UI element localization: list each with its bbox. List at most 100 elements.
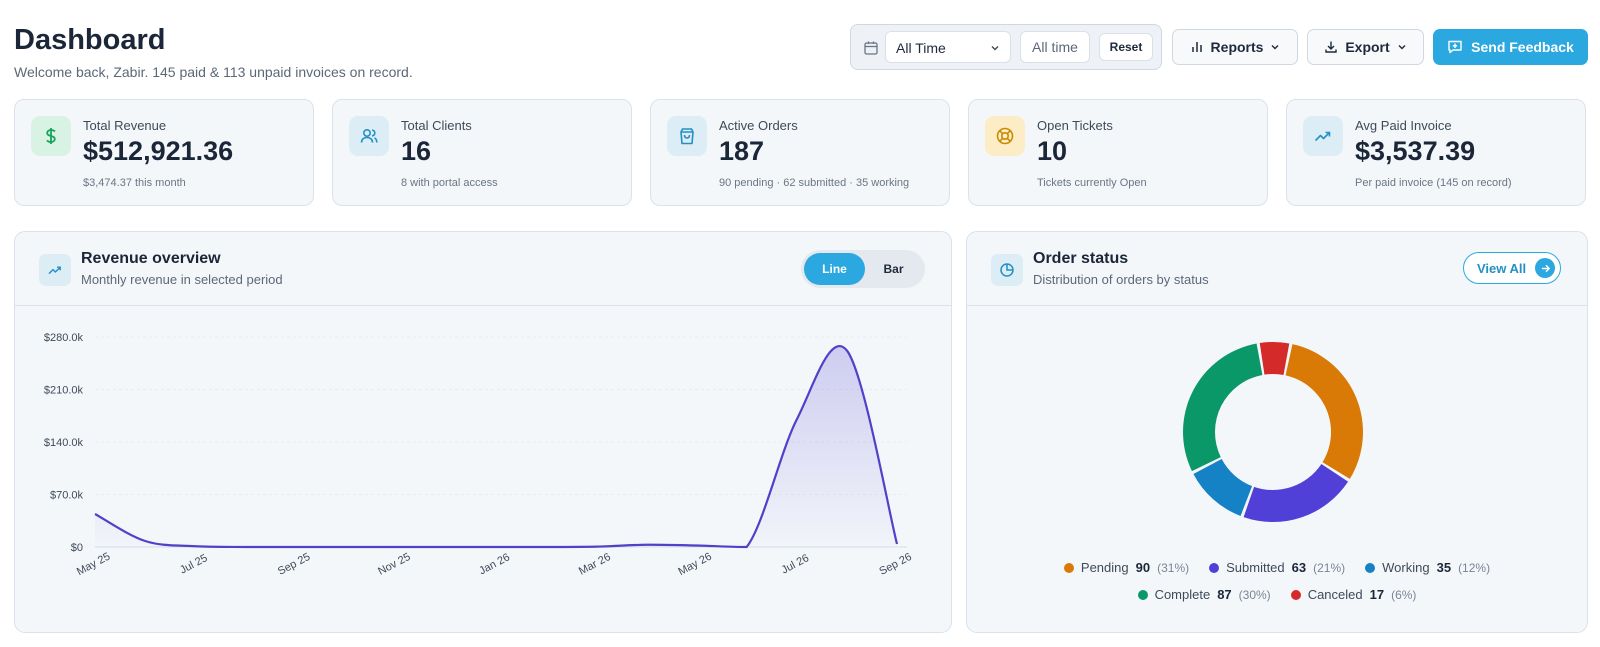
export-button[interactable]: Export <box>1307 29 1424 65</box>
donut-slice-complete[interactable] <box>1183 343 1263 472</box>
revenue-data-point[interactable] <box>892 539 902 549</box>
legend-dot <box>1063 562 1074 573</box>
page-subtitle: Welcome back, Zabir. 145 paid & 113 unpa… <box>14 64 413 80</box>
download-icon <box>1325 41 1338 53</box>
toggle-bar-option[interactable]: Bar <box>883 262 904 276</box>
legend-value: 90 <box>1135 560 1151 575</box>
revenue-data-point[interactable] <box>240 542 250 552</box>
y-tick-label: $140.0k <box>44 437 84 449</box>
legend-label: Submitted <box>1226 560 1285 575</box>
legend-value: 87 <box>1217 587 1232 602</box>
legend-item-canceled: Canceled 17 (6%) <box>1290 587 1417 602</box>
x-tick-label: May 25 <box>75 551 112 579</box>
revenue-data-point[interactable] <box>641 540 651 550</box>
panel-title: Order status <box>1033 250 1129 267</box>
all-time-button[interactable]: All time <box>1020 31 1090 63</box>
revenue-data-point[interactable] <box>491 542 501 552</box>
stat-card-avg-paid-invoice: Avg Paid Invoice $3,537.39 Per paid invo… <box>1286 99 1586 206</box>
stat-subtext: $3,474.37 this month <box>83 177 186 189</box>
legend-item-complete: Complete 87 (30%) <box>1137 587 1271 602</box>
legend-label: Canceled <box>1307 587 1363 602</box>
chart-type-toggle: Line Bar <box>801 250 925 288</box>
x-tick-label: Nov 25 <box>376 551 412 578</box>
stat-value: $3,537.39 <box>1355 136 1476 166</box>
legend-pct: (31%) <box>1157 560 1190 575</box>
stat-card-active-orders: Active Orders 187 90 pending · 62 submit… <box>650 99 950 206</box>
y-tick-label: $70.0k <box>50 490 84 502</box>
revenue-series-line <box>94 345 899 549</box>
stat-value: 187 <box>719 136 765 166</box>
bar-chart-icon <box>1191 42 1202 52</box>
stat-icon-bg <box>667 116 707 156</box>
donut-slice-working[interactable] <box>1193 459 1253 516</box>
legend-item-pending: Pending 90 (31%) <box>1063 560 1190 575</box>
date-filter-group: All Time All time Reset <box>850 24 1162 70</box>
panel-subtitle: Monthly revenue in selected period <box>81 272 283 287</box>
legend-dot <box>1290 589 1301 600</box>
send-feedback-label: Send Feedback <box>1471 39 1574 55</box>
legend-value: 17 <box>1369 587 1385 602</box>
toggle-line-option[interactable]: Line <box>804 253 865 285</box>
revenue-data-point[interactable] <box>742 542 752 552</box>
x-tick-label: Jul 25 <box>178 552 210 576</box>
revenue-data-point[interactable] <box>842 346 852 356</box>
legend-value: 63 <box>1291 560 1307 575</box>
donut-slice-pending[interactable] <box>1285 344 1363 479</box>
chevron-down-icon <box>1271 45 1279 50</box>
stat-icon-bg <box>985 116 1025 156</box>
revenue-data-point[interactable] <box>190 541 200 551</box>
y-tick-label: $280.0k <box>44 332 84 344</box>
revenue-data-point[interactable] <box>341 542 351 552</box>
revenue-data-point[interactable] <box>591 542 601 552</box>
stat-value: 16 <box>401 136 432 166</box>
reports-button[interactable]: Reports <box>1172 29 1298 65</box>
legend-dot <box>1365 562 1376 573</box>
panel-header: Revenue overview Monthly revenue in sele… <box>15 232 951 306</box>
order-status-donut-chart <box>1183 342 1363 522</box>
x-tick-label: Jan 26 <box>477 551 512 577</box>
stat-card-total-revenue: Total Revenue $512,921.36 $3,474.37 this… <box>14 99 314 206</box>
send-feedback-button[interactable]: Send Feedback <box>1433 29 1588 65</box>
order-status-panel: Order status Distribution of orders by s… <box>966 231 1588 633</box>
legend-pct: (21%) <box>1313 560 1346 575</box>
stat-icon-bg <box>31 116 71 156</box>
calendar-icon <box>864 41 878 55</box>
stat-label: Total Revenue <box>83 118 167 133</box>
revenue-data-point[interactable] <box>792 415 802 425</box>
donut-slice-submitted[interactable] <box>1243 463 1349 522</box>
x-tick-label: Jul 26 <box>780 552 812 576</box>
revenue-data-point[interactable] <box>541 542 551 552</box>
stat-card-total-clients: Total Clients 16 8 with portal access <box>332 99 632 206</box>
donut-slice-canceled[interactable] <box>1259 342 1290 375</box>
legend-pct: (6%) <box>1391 587 1417 602</box>
legend-label: Pending <box>1080 560 1129 575</box>
revenue-data-point[interactable] <box>90 509 100 519</box>
stat-label: Active Orders <box>719 118 798 133</box>
legend-pct: (30%) <box>1238 587 1271 602</box>
trending-up-icon <box>48 266 61 275</box>
revenue-data-point[interactable] <box>291 542 301 552</box>
donut-legend-row-1: Pending 90 (31%) Submitted 63 (21%) Work… <box>967 560 1587 575</box>
revenue-data-point[interactable] <box>441 542 451 552</box>
revenue-data-point[interactable] <box>692 541 702 551</box>
y-tick-label: $210.0k <box>44 385 84 397</box>
revenue-data-point[interactable] <box>140 536 150 546</box>
stat-label: Open Tickets <box>1037 118 1113 133</box>
view-all-button[interactable]: View All <box>1463 252 1561 284</box>
reset-button[interactable]: Reset <box>1099 33 1153 61</box>
trending-up-icon <box>1314 131 1331 142</box>
revenue-data-point[interactable] <box>391 542 401 552</box>
donut-legend-row-2: Complete 87 (30%) Canceled 17 (6%) <box>967 587 1587 602</box>
view-all-label: View All <box>1477 260 1527 276</box>
legend-dot <box>1209 562 1220 573</box>
stat-icon-bg <box>1303 116 1343 156</box>
page-title: Dashboard <box>14 24 166 56</box>
arrow-right-icon <box>1535 258 1556 278</box>
stat-value: $512,921.36 <box>83 136 234 166</box>
revenue-line-chart: $0 $70.0k $140.0k $210.0k $280.0k May 25 Jul 2… <box>44 332 914 579</box>
range-select[interactable]: All Time <box>885 31 1011 63</box>
legend-dot <box>1137 589 1148 600</box>
x-tick-label: Mar 26 <box>577 551 613 578</box>
legend-pct: (12%) <box>1458 560 1491 575</box>
legend-item-submitted: Submitted 63 (21%) <box>1209 560 1345 575</box>
